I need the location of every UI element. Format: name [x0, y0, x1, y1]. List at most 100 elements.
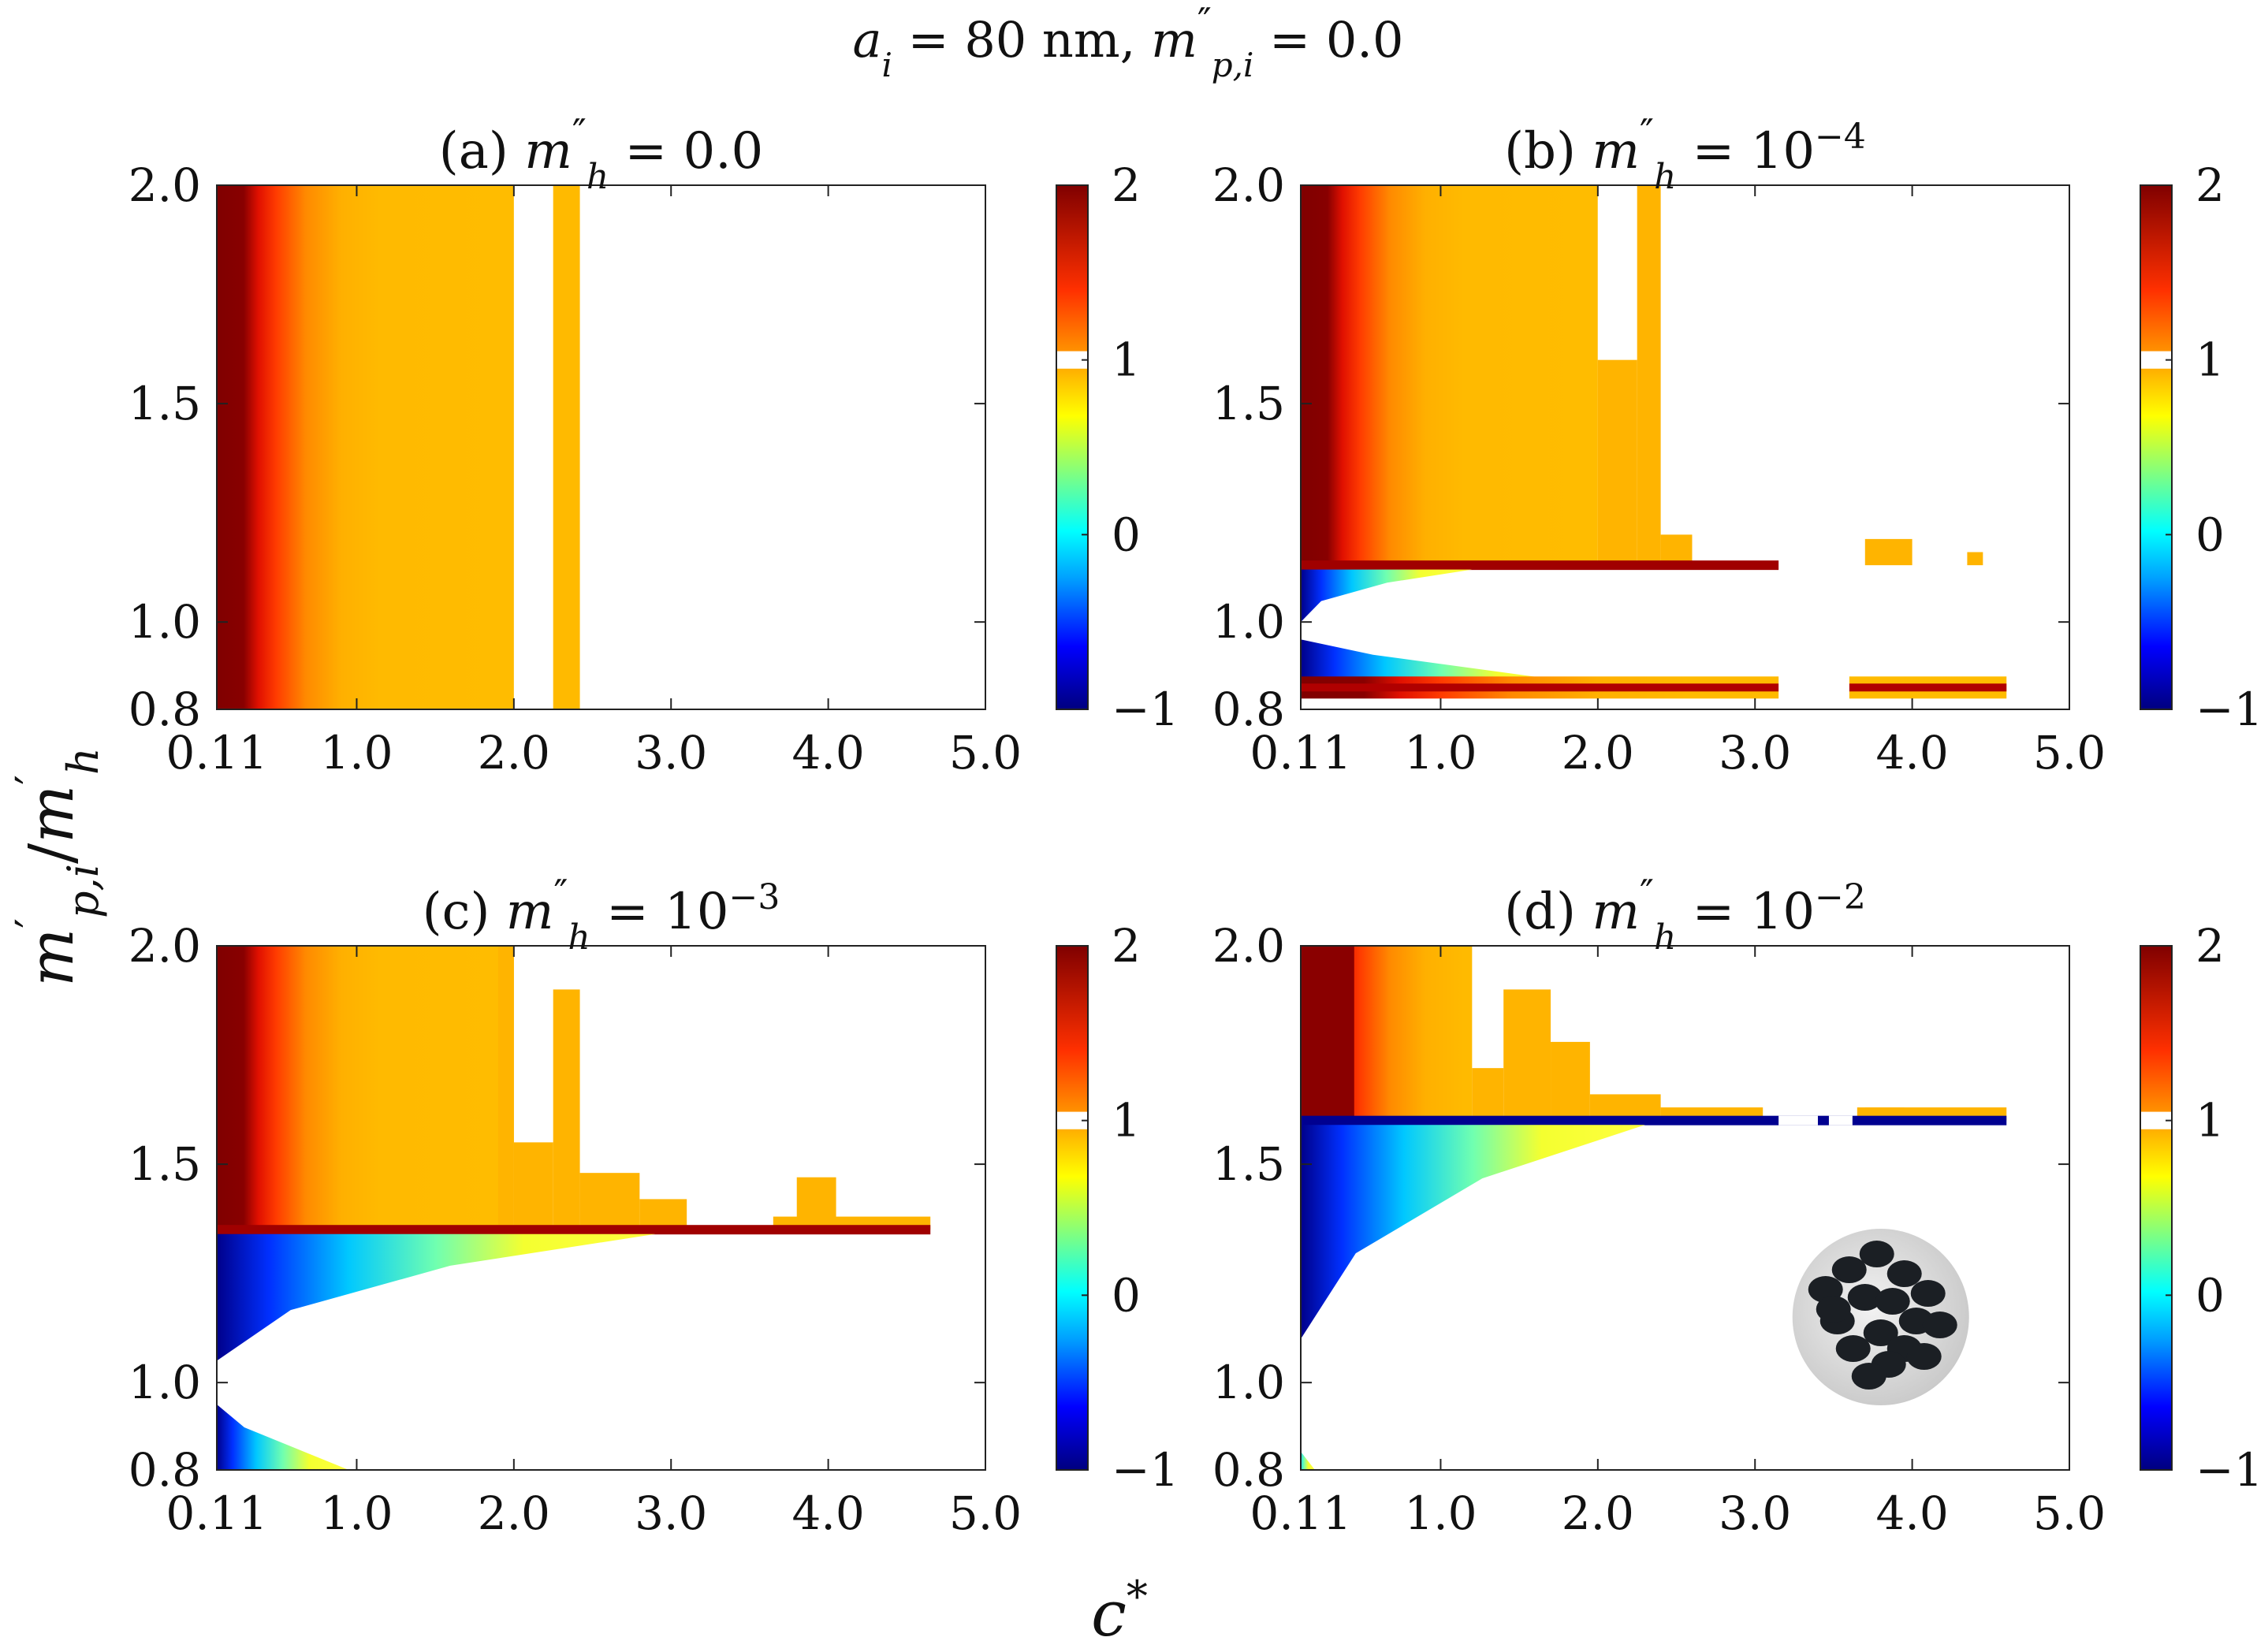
x-tick-label: 3.0	[1719, 1486, 1791, 1540]
colorbar-tick-label: −1	[2196, 1443, 2257, 1497]
x-tick-label: 4.0	[1875, 1486, 1948, 1540]
heat-region	[1301, 185, 1598, 566]
spike-1	[1503, 989, 1551, 1121]
cool-region	[217, 1233, 656, 1361]
spike-2	[1551, 1041, 1590, 1121]
particle-7	[1875, 1288, 1910, 1315]
colorbar-tick-label: 1	[1112, 1094, 1141, 1148]
spike-1	[1637, 185, 1661, 566]
particle-9	[1922, 1312, 1957, 1339]
y-tick-label: 2.0	[1212, 158, 1285, 212]
x-tick-label: 3.0	[1719, 726, 1791, 779]
x-tick-label: 5.0	[949, 726, 1022, 779]
boundary-line	[217, 1225, 931, 1235]
panel-a: 0.11 1.0 2.0 3.0 4.0 5.0 2.0 1.5 1.0 0.8 (a) m″h =…	[128, 111, 1179, 779]
x-tick-label: 2.0	[1562, 1486, 1634, 1540]
y-tick-label: 1.5	[1212, 377, 1285, 430]
colorbar	[1056, 946, 1088, 1470]
y-tick-label: 1.5	[128, 377, 201, 430]
plot-area-c	[217, 946, 985, 1470]
lower-heat-gap	[1778, 675, 1849, 701]
y-tick-label: 2.0	[128, 919, 201, 973]
spike-0	[497, 946, 514, 1230]
y-tick-label: 0.8	[1212, 1443, 1285, 1497]
y-axis-label: m′p,i/m′h	[7, 747, 108, 986]
x-tick-label: 0.11	[1250, 726, 1351, 779]
boundary-line	[1301, 1115, 2007, 1126]
plot-area-d	[1301, 946, 2069, 1470]
colorbar-tick-label: 0	[2196, 1268, 2225, 1322]
spike-2	[1660, 534, 1693, 566]
colorbar-gap	[2140, 351, 2172, 369]
x-tick-label: 2.0	[478, 726, 550, 779]
y-tick-label: 0.8	[128, 683, 201, 736]
colorbar-tick-label: −1	[1112, 683, 1179, 736]
y-tick-label: 1.5	[1212, 1137, 1285, 1191]
particle-15	[1851, 1363, 1886, 1390]
plot-area-a	[217, 185, 985, 709]
particle-4	[1910, 1280, 1946, 1308]
x-tick-label: 1.0	[320, 726, 393, 779]
gap	[1597, 185, 1637, 360]
boundary-line	[1301, 560, 1779, 571]
figure-suptitle: ai = 80 nm, m″p,i = 0.0	[853, 0, 1404, 84]
y-tick-label: 2.0	[1212, 919, 1285, 973]
particle-1	[1831, 1256, 1867, 1284]
panel-b: 0.11 1.0 2.0 3.0 4.0 5.0 2.0 1.5 1.0 0.8 (b) m″h =…	[1212, 111, 2257, 779]
colorbar-gap	[2140, 1111, 2172, 1129]
y-tick-label: 0.8	[128, 1443, 201, 1497]
particle-6	[1847, 1284, 1883, 1312]
x-tick-label: 5.0	[2033, 726, 2106, 779]
panel-title: (c) m″h = 10−3	[423, 872, 780, 958]
colorbar	[1056, 185, 1088, 709]
boundary-gap	[1778, 1115, 1818, 1126]
colorbar-frame	[1056, 184, 1089, 710]
x-tick-label: 4.0	[1875, 726, 1948, 779]
panel-title: (d) m″h = 10−2	[1504, 872, 1866, 958]
colorbar	[2140, 185, 2172, 709]
x-axis-label: c*	[1091, 1572, 1148, 1651]
spike-0	[1472, 1068, 1504, 1121]
particle-10	[1835, 1335, 1871, 1363]
colorbar-tick-label: −1	[1112, 1443, 1179, 1497]
spike-1	[513, 1142, 553, 1230]
particle-13	[1816, 1296, 1851, 1323]
y-tick-label: 1.0	[1212, 1356, 1285, 1409]
cool-region-2	[1301, 639, 1582, 683]
axes-frame	[1300, 945, 2070, 1471]
panel-title: (a) m″h = 0.0	[439, 111, 764, 197]
x-tick-label: 3.0	[635, 1486, 707, 1540]
axes-frame	[216, 184, 986, 710]
x-tick-label: 2.0	[1562, 726, 1634, 779]
x-tick-label: 1.0	[320, 1486, 393, 1540]
heat-region	[217, 185, 514, 709]
colorbar-tick-label: −1	[2196, 683, 2257, 736]
colorbar-frame	[1056, 945, 1089, 1471]
colorbar-tick-label: 1	[1112, 333, 1141, 387]
colorbar-tick-label: 0	[1112, 508, 1141, 561]
cool-region	[1301, 1125, 1645, 1339]
spike-0	[1597, 359, 1637, 566]
colorbar-tick-label: 1	[2196, 1094, 2225, 1148]
particle-2	[1859, 1241, 1894, 1268]
y-tick-label: 1.0	[128, 1356, 201, 1409]
colorbar-frame	[2140, 945, 2173, 1471]
spike-3	[1864, 538, 1912, 566]
heat-region-dark	[1301, 946, 1354, 1121]
y-tick-label: 0.8	[1212, 683, 1285, 736]
x-tick-label: 1.0	[1404, 1486, 1477, 1540]
spike-2	[553, 989, 580, 1230]
colorbar-tick-label: 1	[2196, 333, 2225, 387]
colorbar-frame	[2140, 184, 2173, 710]
colorbar-gap	[1056, 1111, 1088, 1129]
lower-heat-line	[1301, 683, 2007, 692]
y-tick-label: 2.0	[128, 158, 201, 212]
particle-3	[1886, 1260, 1922, 1288]
particle-16	[1906, 1343, 1942, 1371]
x-tick-label: 4.0	[791, 726, 864, 779]
colorbar-tick-label: 2	[2196, 158, 2225, 212]
panel-c: 0.11 1.0 2.0 3.0 4.0 5.0 2.0 1.5 1.0 0.8 (c) m″h =…	[128, 872, 1179, 1540]
x-tick-label: 0.11	[166, 726, 267, 779]
x-tick-label: 3.0	[635, 726, 707, 779]
